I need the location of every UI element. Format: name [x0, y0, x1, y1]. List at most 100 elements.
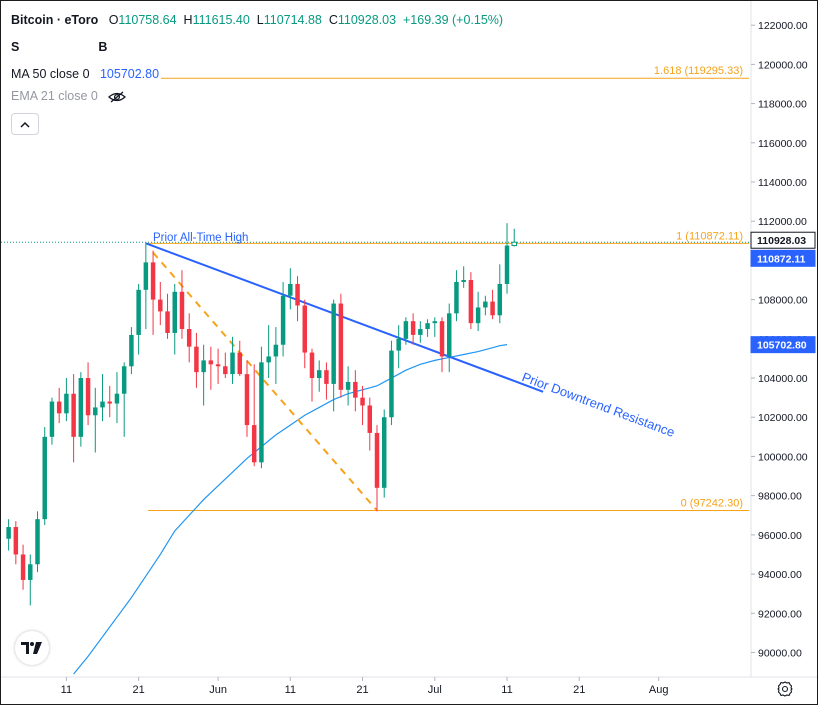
trade-row: S B [11, 38, 503, 56]
ma-legend-row[interactable]: MA 50 close 0 105702.80 [11, 65, 503, 83]
candle[interactable] [230, 336, 235, 384]
candle[interactable] [150, 250, 156, 335]
candle[interactable] [186, 313, 192, 363]
candle[interactable] [158, 281, 163, 326]
candle-body [266, 356, 271, 363]
candle[interactable] [223, 352, 228, 379]
candle-body [504, 245, 510, 284]
candle[interactable] [490, 289, 495, 320]
retracement-dashed-line[interactable] [152, 251, 378, 512]
candle[interactable] [504, 223, 510, 294]
candle[interactable] [403, 317, 409, 345]
candle[interactable] [172, 283, 177, 355]
candle[interactable] [208, 346, 214, 390]
candle[interactable] [475, 291, 481, 331]
candle[interactable] [353, 370, 358, 412]
candle[interactable] [468, 272, 474, 330]
candle[interactable] [324, 362, 329, 400]
candle[interactable] [425, 319, 430, 337]
candle-body [280, 295, 286, 345]
candle[interactable] [280, 281, 286, 357]
candle[interactable] [237, 340, 242, 377]
candle[interactable] [338, 293, 344, 398]
candle[interactable] [389, 340, 394, 426]
candle[interactable] [266, 325, 271, 379]
candle-body [107, 401, 112, 404]
candle[interactable] [20, 544, 26, 590]
candle[interactable] [244, 360, 250, 437]
candle-body [71, 393, 76, 437]
candle[interactable] [129, 327, 134, 375]
candle[interactable] [273, 327, 279, 384]
candle[interactable] [497, 264, 503, 324]
candle[interactable] [100, 374, 105, 422]
candle[interactable] [259, 346, 264, 469]
candle[interactable] [42, 427, 47, 526]
candle[interactable] [454, 270, 459, 322]
settings-gear-icon[interactable] [777, 681, 793, 697]
candle[interactable] [396, 325, 401, 369]
candle[interactable] [28, 554, 33, 606]
candle[interactable] [13, 521, 19, 565]
candle[interactable] [179, 270, 185, 339]
candle[interactable] [35, 511, 40, 573]
y-tick-label: 114000.00 [758, 177, 807, 189]
candle[interactable] [136, 283, 141, 355]
candle[interactable] [201, 344, 206, 406]
candle[interactable] [367, 397, 373, 451]
candle[interactable] [288, 268, 293, 310]
candle[interactable] [107, 385, 112, 418]
candle[interactable] [360, 385, 365, 426]
candle[interactable] [483, 295, 488, 316]
candle[interactable] [71, 374, 76, 463]
candle[interactable] [85, 362, 91, 426]
candle[interactable] [143, 242, 149, 330]
candle[interactable] [56, 387, 62, 424]
candle[interactable] [78, 372, 84, 447]
candle[interactable] [93, 387, 98, 453]
sell-button[interactable]: S [11, 40, 20, 54]
high-label: H [183, 13, 193, 27]
candle-body [446, 313, 452, 357]
candle[interactable] [345, 366, 351, 406]
hidden-eye-icon[interactable] [108, 91, 127, 103]
candle[interactable] [165, 293, 170, 339]
candle[interactable] [64, 378, 69, 422]
ema-legend-row[interactable]: EMA 21 close 0 [11, 87, 503, 105]
candle[interactable] [6, 519, 11, 551]
x-tick-label: 21 [573, 684, 585, 696]
candle-body [215, 364, 221, 367]
candle[interactable] [215, 348, 221, 384]
candle[interactable] [374, 425, 380, 512]
candle-body [6, 527, 11, 539]
candle[interactable] [194, 332, 199, 388]
low-value: 110714.88 [263, 13, 322, 27]
candle[interactable] [381, 409, 387, 498]
collapse-legend-button[interactable] [11, 113, 39, 135]
y-tick-label: 112000.00 [758, 216, 807, 228]
candle[interactable] [418, 321, 423, 343]
candle[interactable] [511, 228, 517, 247]
symbol-title[interactable]: Bitcoin · eToro [11, 13, 99, 27]
candle[interactable] [316, 360, 322, 392]
candle[interactable] [331, 299, 336, 412]
candle[interactable] [439, 317, 445, 373]
candle[interactable] [446, 303, 452, 373]
tradingview-logo[interactable] [15, 631, 49, 665]
candle[interactable] [302, 299, 308, 369]
candle[interactable] [251, 364, 257, 467]
candle[interactable] [121, 362, 127, 437]
candle[interactable] [49, 397, 55, 445]
candle[interactable] [309, 348, 315, 402]
candle-body [13, 527, 19, 555]
candle[interactable] [114, 372, 120, 424]
candle[interactable] [432, 317, 438, 337]
downtrend-resistance-line[interactable] [145, 242, 544, 393]
candle[interactable] [461, 266, 466, 288]
ma50-line[interactable] [73, 344, 508, 675]
candle[interactable] [295, 276, 300, 322]
candle[interactable] [410, 313, 416, 345]
buy-button[interactable]: B [98, 40, 108, 54]
